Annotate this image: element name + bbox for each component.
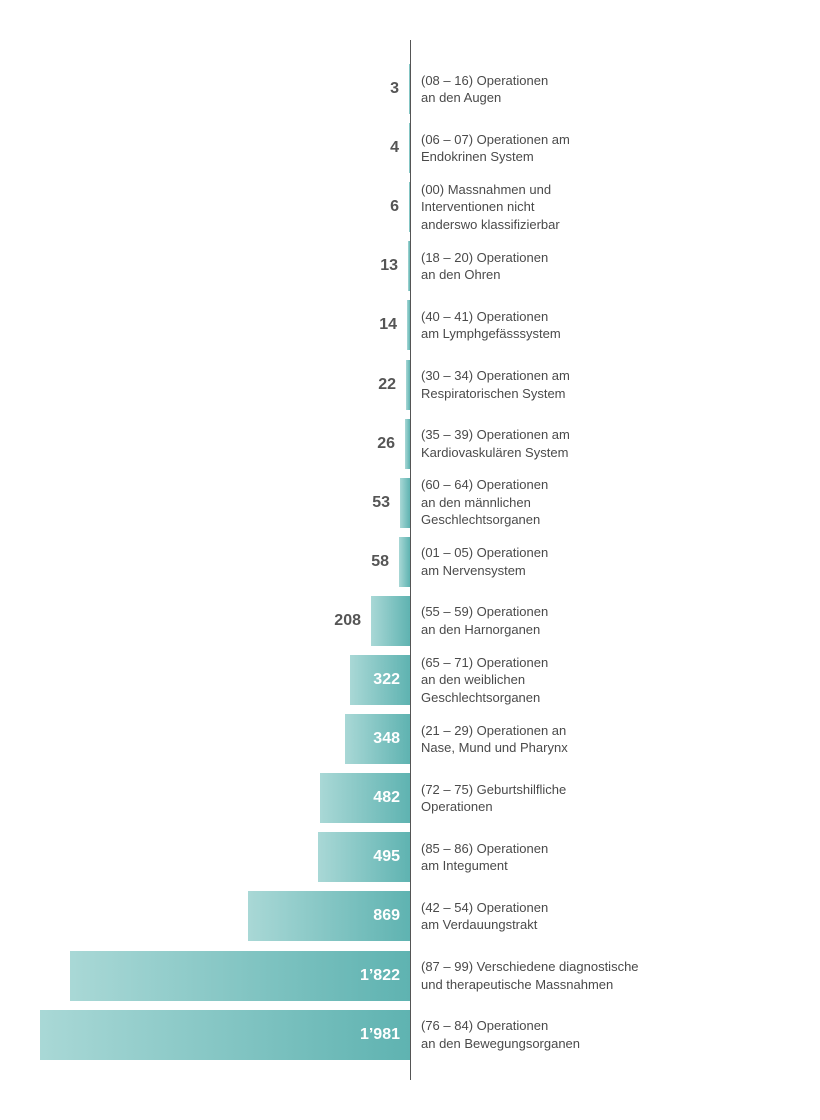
bar-value-label: 1’822 [359, 966, 400, 984]
bar [70, 950, 410, 1001]
bar [318, 832, 410, 883]
category-label: (60 – 64) Operationen an den männlichen … [421, 477, 549, 528]
bar-value-label: 208 [334, 611, 361, 629]
bar [40, 1009, 410, 1060]
bar-value-label: 869 [373, 907, 400, 925]
category-label: (72 – 75) Geburtshilfliche Operationen [421, 781, 567, 815]
category-label: (55 – 59) Operationen an den Harnorganen [421, 604, 549, 637]
bar [408, 241, 410, 292]
category-label: (06 – 07) Operationen am Endokrinen Syst… [421, 131, 570, 165]
bar [409, 123, 410, 174]
bar [409, 64, 410, 114]
bar-value-label: 3 [390, 80, 399, 97]
bar [400, 477, 410, 528]
bar [350, 655, 410, 705]
bar [320, 773, 410, 824]
category-label: (30 – 34) Operationen am Respiratorische… [421, 368, 570, 401]
bar [407, 300, 410, 351]
bar-value-label: 22 [378, 375, 396, 393]
bar-value-label: 53 [372, 493, 390, 511]
bar [345, 714, 410, 765]
bar [409, 182, 410, 233]
category-label: (76 – 84) Operationen an den Bewegungsor… [421, 1018, 581, 1051]
category-label: (65 – 71) Operationen an den weiblichen … [421, 654, 549, 705]
bar-value-label: 26 [377, 434, 395, 452]
category-label: (21 – 29) Operationen an Nase, Mund und … [421, 722, 568, 756]
bar-value-label: 58 [371, 552, 389, 570]
bar-value-label: 1’981 [359, 1025, 400, 1043]
category-label: (00) Massnahmen und Interventionen nicht… [421, 181, 560, 232]
category-label: (18 – 20) Operationen an den Ohren [421, 249, 549, 283]
category-label: (42 – 54) Operationen am Verdauungstrakt [421, 899, 549, 933]
bar-value-label: 322 [373, 671, 400, 688]
bar [371, 595, 410, 646]
category-label: (08 – 16) Operationen an den Augen [421, 72, 549, 106]
bar-value-label: 495 [373, 848, 400, 866]
bar [399, 536, 410, 587]
bar [248, 891, 410, 942]
bar-value-label: 14 [379, 316, 397, 334]
category-label: (01 – 05) Operationen am Nervensystem [421, 545, 549, 578]
bar-value-label: 6 [390, 198, 399, 216]
bar [405, 418, 410, 469]
bar-value-label: 348 [373, 730, 400, 748]
center-axis-line [410, 40, 411, 1080]
bar-value-label: 4 [390, 139, 399, 157]
bar-value-label: 13 [380, 257, 398, 275]
category-label: (35 – 39) Operationen am Kardiovaskuläre… [421, 427, 570, 460]
bar [406, 359, 410, 410]
category-label: (40 – 41) Operationen am Lymphgefässsyst… [421, 308, 561, 342]
bar-value-label: 482 [373, 789, 400, 807]
category-label: (85 – 86) Operationen am Integument [421, 840, 549, 874]
category-label: (87 – 99) Verschiedene diagnostische und… [421, 959, 639, 992]
